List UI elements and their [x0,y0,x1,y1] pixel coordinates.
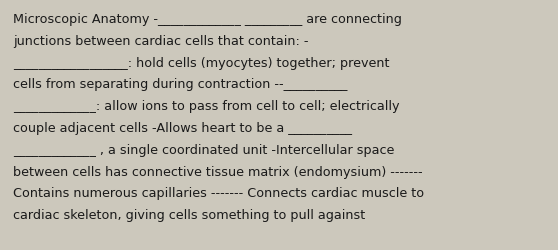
Text: junctions between cardiac cells that contain: -: junctions between cardiac cells that con… [13,35,309,48]
Text: cardiac skeleton, giving cells something to pull against: cardiac skeleton, giving cells something… [13,208,365,221]
Text: Contains numerous capillaries ------- Connects cardiac muscle to: Contains numerous capillaries ------- Co… [13,187,424,200]
Text: _____________: allow ions to pass from cell to cell; electrically: _____________: allow ions to pass from c… [13,100,400,113]
Text: Microscopic Anatomy -_____________ _________ are connecting: Microscopic Anatomy -_____________ _____… [13,13,402,26]
Text: __________________: hold cells (myocytes) together; prevent: __________________: hold cells (myocytes… [13,56,389,69]
Text: between cells has connective tissue matrix (endomysium) -------: between cells has connective tissue matr… [13,165,422,178]
Text: _____________ , a single coordinated unit -Intercellular space: _____________ , a single coordinated uni… [13,143,395,156]
Text: cells from separating during contraction --__________: cells from separating during contraction… [13,78,348,91]
Text: couple adjacent cells -Allows heart to be a __________: couple adjacent cells -Allows heart to b… [13,122,352,134]
